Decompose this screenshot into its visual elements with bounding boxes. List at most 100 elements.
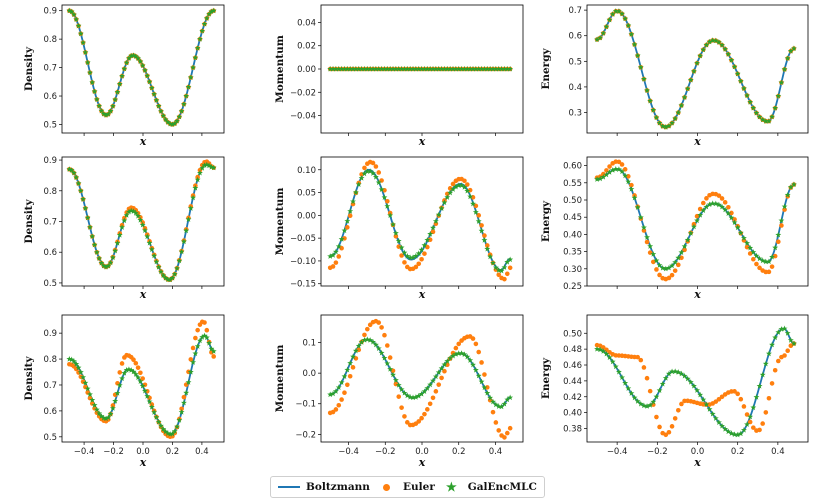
galenc-point xyxy=(615,368,622,375)
galenc-point xyxy=(659,380,666,387)
galenc-point xyxy=(719,42,725,48)
galenc-point xyxy=(130,368,137,375)
galenc-point xyxy=(694,387,700,393)
euler-point xyxy=(641,228,647,233)
galenc-point xyxy=(597,175,604,182)
galenc-point xyxy=(169,430,176,437)
galenc-point xyxy=(151,252,158,259)
y-tick-label: 0.9 xyxy=(43,329,57,339)
galenc-point xyxy=(778,217,785,224)
galenc-point xyxy=(77,187,84,194)
galenc-point xyxy=(327,253,334,259)
euler-point xyxy=(393,233,399,239)
euler-point xyxy=(776,358,781,364)
galenc-point xyxy=(398,386,405,392)
galenc-point xyxy=(665,370,672,377)
galenc-point xyxy=(455,65,462,72)
y-tick-label: 0.0 xyxy=(302,369,316,379)
galenc-point xyxy=(772,244,779,251)
galenc-point xyxy=(622,379,629,386)
galenc-point xyxy=(772,104,779,111)
galenc-point xyxy=(432,65,439,72)
galenc-point xyxy=(407,394,414,400)
euler-point xyxy=(450,181,456,187)
euler-point xyxy=(716,193,722,198)
galenc-point xyxy=(194,343,201,349)
galenc-point xyxy=(210,164,217,171)
galenc-point xyxy=(384,203,391,209)
galenc-point xyxy=(472,65,479,72)
galenc-point xyxy=(355,181,362,188)
galenc-point xyxy=(725,428,732,435)
subplot-4: 0.5 0.6 0.7 0.8 0.9 x Density xyxy=(23,156,225,301)
euler-point xyxy=(669,424,675,429)
y-tick-label: 0.8 xyxy=(43,35,57,45)
galenc-point xyxy=(139,62,146,69)
galenc-point xyxy=(653,393,660,400)
galenc-point xyxy=(137,216,144,223)
galenc-point xyxy=(185,216,192,222)
galenc-point xyxy=(139,221,146,228)
euler-point xyxy=(644,239,650,245)
galenc-point xyxy=(91,88,98,94)
galenc-point xyxy=(781,325,788,332)
galenc-point xyxy=(68,8,75,15)
galenc-point xyxy=(759,116,766,123)
euler-point xyxy=(342,390,347,395)
galenc-point xyxy=(461,65,468,72)
euler-point xyxy=(396,244,402,249)
galenc-point xyxy=(731,431,738,437)
x-tick-label: 0.0 xyxy=(691,447,705,457)
x-axis-label: x xyxy=(139,135,147,148)
euler-point xyxy=(336,254,342,259)
euler-point xyxy=(663,432,669,438)
galenc-point xyxy=(367,168,374,174)
galenc-point xyxy=(135,374,142,381)
galenc-point xyxy=(461,184,468,190)
galenc-point xyxy=(501,65,508,72)
galenc-point xyxy=(687,379,694,385)
galenc-point xyxy=(395,65,402,72)
euler-point xyxy=(387,355,393,360)
euler-point xyxy=(427,237,433,243)
galenc-point xyxy=(750,404,757,411)
galenc-point xyxy=(753,394,760,400)
galenc-point xyxy=(123,59,130,66)
galenc-point xyxy=(487,394,494,401)
galenc-point xyxy=(103,111,109,118)
galenc-point xyxy=(662,375,669,381)
galenc-point xyxy=(155,102,162,109)
euler-point xyxy=(445,362,450,368)
galenc-point xyxy=(381,65,388,72)
galenc-point xyxy=(192,350,199,357)
galenc-point xyxy=(640,224,647,231)
euler-point xyxy=(419,257,424,262)
x-tick-label: −0.2 xyxy=(375,447,396,457)
galenc-point xyxy=(444,194,451,200)
galenc-point xyxy=(631,394,638,401)
y-tick-label: 0.38 xyxy=(563,425,582,435)
galenc-point xyxy=(98,107,105,114)
euler-point xyxy=(635,354,640,360)
galenc-point xyxy=(183,389,190,396)
galenc-point xyxy=(781,66,788,72)
galenc-point xyxy=(91,241,98,248)
galenc-point xyxy=(747,413,754,420)
galenc-point xyxy=(344,65,351,72)
galenc-point xyxy=(744,92,751,99)
galenc-point xyxy=(192,184,199,191)
euler-point xyxy=(195,327,200,333)
galenc-point xyxy=(637,400,644,407)
euler-point xyxy=(379,325,384,330)
euler-point xyxy=(657,424,662,430)
galenc-point xyxy=(458,182,465,188)
euler-point xyxy=(669,272,675,278)
y-tick-label: −0.05 xyxy=(290,234,316,244)
galenc-point xyxy=(194,176,201,183)
galenc-point xyxy=(158,268,164,275)
galenc-point xyxy=(176,257,183,264)
galenc-point xyxy=(507,65,514,72)
galenc-point xyxy=(444,358,451,364)
galenc-point xyxy=(387,366,394,372)
galenc-point xyxy=(203,334,210,341)
